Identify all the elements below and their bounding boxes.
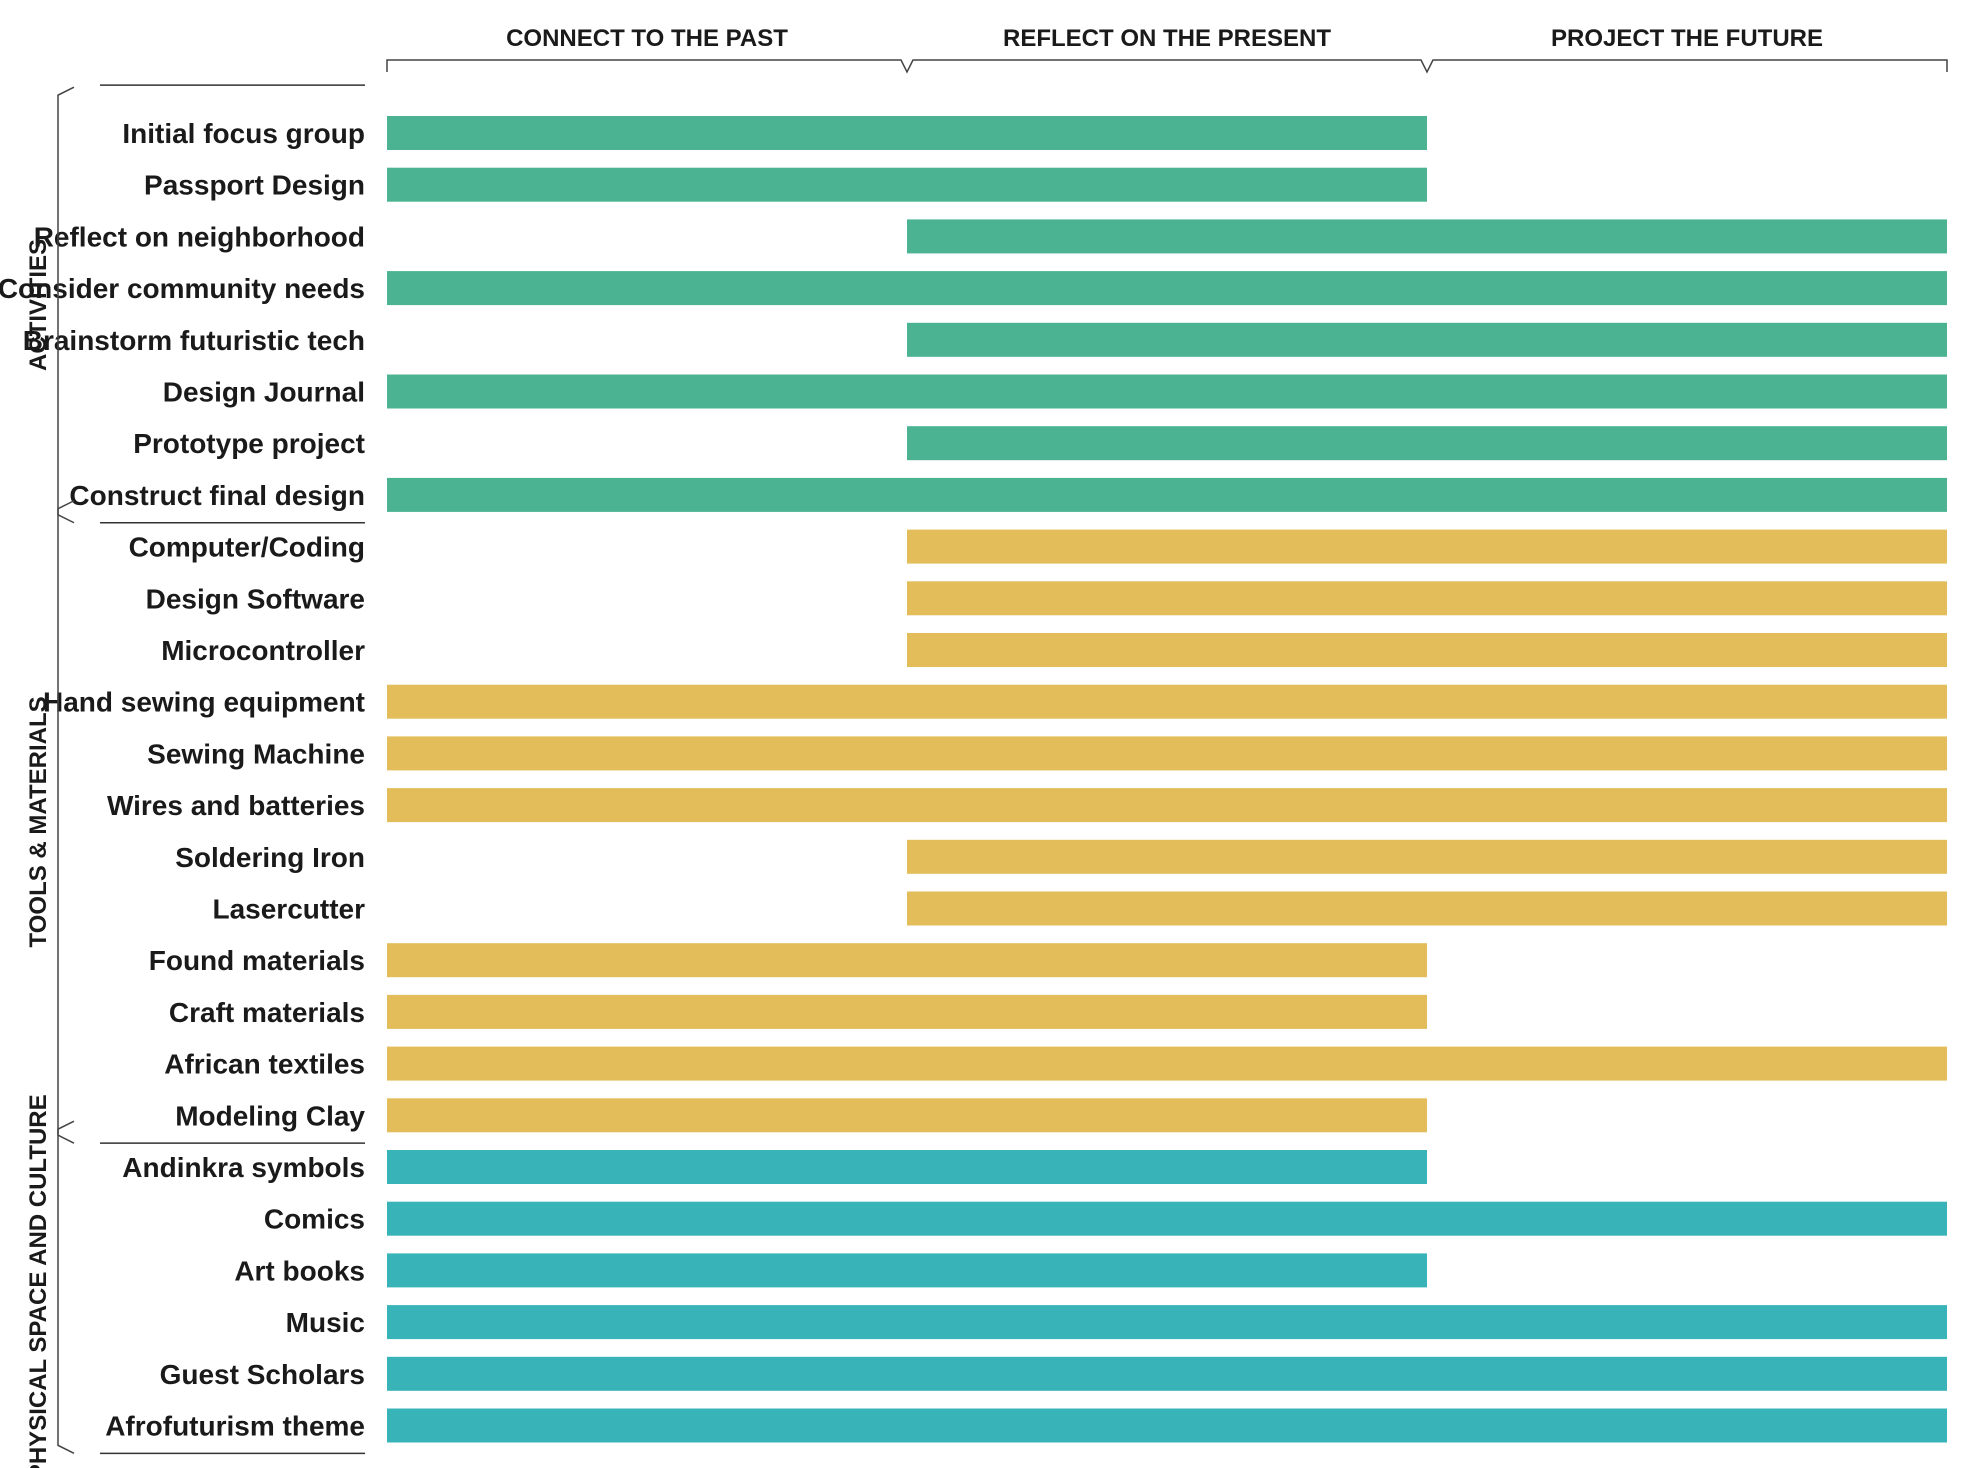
row-label-construct-final-design: Construct final design	[69, 480, 365, 511]
row-label-initial-focus-group: Initial focus group	[122, 118, 365, 149]
bar-consider-community-needs	[387, 271, 1947, 306]
row-label-wires-and-batteries: Wires and batteries	[107, 790, 365, 821]
bar-afrofuturism-theme	[387, 1408, 1947, 1443]
bar-modeling-clay	[387, 1098, 1427, 1133]
bar-hand-sewing-equipment	[387, 684, 1947, 719]
row-label-comics: Comics	[264, 1204, 365, 1235]
row-label-craft-materials: Craft materials	[169, 997, 365, 1028]
row-label-afrofuturism-theme: Afrofuturism theme	[105, 1411, 365, 1442]
bar-design-journal	[387, 374, 1947, 409]
row-label-lasercutter: Lasercutter	[212, 894, 365, 925]
group-bracket-physical-space-and-culture	[57, 1120, 75, 1455]
bar-comics	[387, 1201, 1947, 1236]
bar-sewing-machine	[387, 736, 1947, 771]
bars	[387, 116, 1947, 1443]
bar-prototype-project	[907, 426, 1947, 461]
group-label-physical-space-and-culture: PHYSICAL SPACE AND CULTURE	[25, 1094, 52, 1468]
group-label-activities: ACTIVITIES	[25, 239, 52, 371]
group-bracket-tools-materials	[57, 500, 75, 1144]
row-label-hand-sewing-equipment: Hand sewing equipment	[43, 687, 365, 718]
row-label-guest-scholars: Guest Scholars	[160, 1359, 365, 1390]
bar-wires-and-batteries	[387, 788, 1947, 823]
bar-african-textiles	[387, 1046, 1947, 1081]
row-label-soldering-iron: Soldering Iron	[175, 842, 365, 873]
bar-soldering-iron	[907, 839, 1947, 874]
row-label-andinkra-symbols: Andinkra symbols	[122, 1152, 365, 1183]
group-brackets: ACTIVITIES TOOLS & MATERIALS PHYSICAL SPAC…	[25, 84, 365, 1468]
row-label-african-textiles: African textiles	[164, 1049, 365, 1080]
phase-header: CONNECT TO THE PAST REFLECT ON THE PRESEN…	[386, 25, 1948, 74]
row-label-sewing-machine: Sewing Machine	[147, 738, 365, 769]
bar-found-materials	[387, 943, 1427, 978]
bar-construct-final-design	[387, 477, 1947, 512]
row-label-consider-community-needs: Consider community needs	[0, 273, 365, 304]
bar-andinkra-symbols	[387, 1150, 1427, 1184]
phase-label-connect-to-the-past: CONNECT TO THE PAST	[506, 25, 788, 52]
row-label-design-journal: Design Journal	[163, 377, 365, 408]
bar-passport-design	[387, 167, 1427, 202]
row-label-prototype-project: Prototype project	[133, 428, 365, 459]
row-label-reflect-on-neighborhood: Reflect on neighborhood	[34, 221, 365, 252]
bar-computer-coding	[907, 529, 1947, 564]
row-label-brainstorm-futuristic-tech: Brainstorm futuristic tech	[23, 325, 365, 356]
bar-design-software	[907, 581, 1947, 616]
bar-lasercutter	[907, 891, 1947, 926]
row-label-music: Music	[286, 1307, 365, 1338]
phase-label-reflect-on-the-present: REFLECT ON THE PRESENT	[1003, 25, 1331, 52]
bar-reflect-on-neighborhood	[907, 219, 1947, 254]
row-label-design-software: Design Software	[146, 583, 365, 614]
phase-label-project-the-future: PROJECT THE FUTURE	[1551, 25, 1823, 52]
row-label-modeling-clay: Modeling Clay	[175, 1100, 365, 1131]
group-bracket-activities	[57, 86, 75, 524]
row-labels: Initial focus group Passport Design Reflec…	[0, 118, 365, 1442]
row-label-art-books: Art books	[234, 1255, 365, 1286]
row-label-found-materials: Found materials	[149, 945, 365, 976]
bar-guest-scholars	[387, 1356, 1947, 1391]
phase-bracket	[386, 59, 1948, 74]
bar-music	[387, 1305, 1947, 1340]
bar-craft-materials	[387, 994, 1427, 1029]
row-label-computer-coding: Computer/Coding	[129, 532, 365, 563]
bar-brainstorm-futuristic-tech	[907, 322, 1947, 357]
bar-art-books	[387, 1253, 1427, 1288]
row-label-passport-design: Passport Design	[144, 170, 365, 201]
bar-microcontroller	[907, 633, 1947, 667]
row-label-microcontroller: Microcontroller	[161, 635, 365, 666]
group-label-tools-materials: TOOLS & MATERIALS	[25, 696, 52, 947]
bar-initial-focus-group	[387, 116, 1427, 150]
